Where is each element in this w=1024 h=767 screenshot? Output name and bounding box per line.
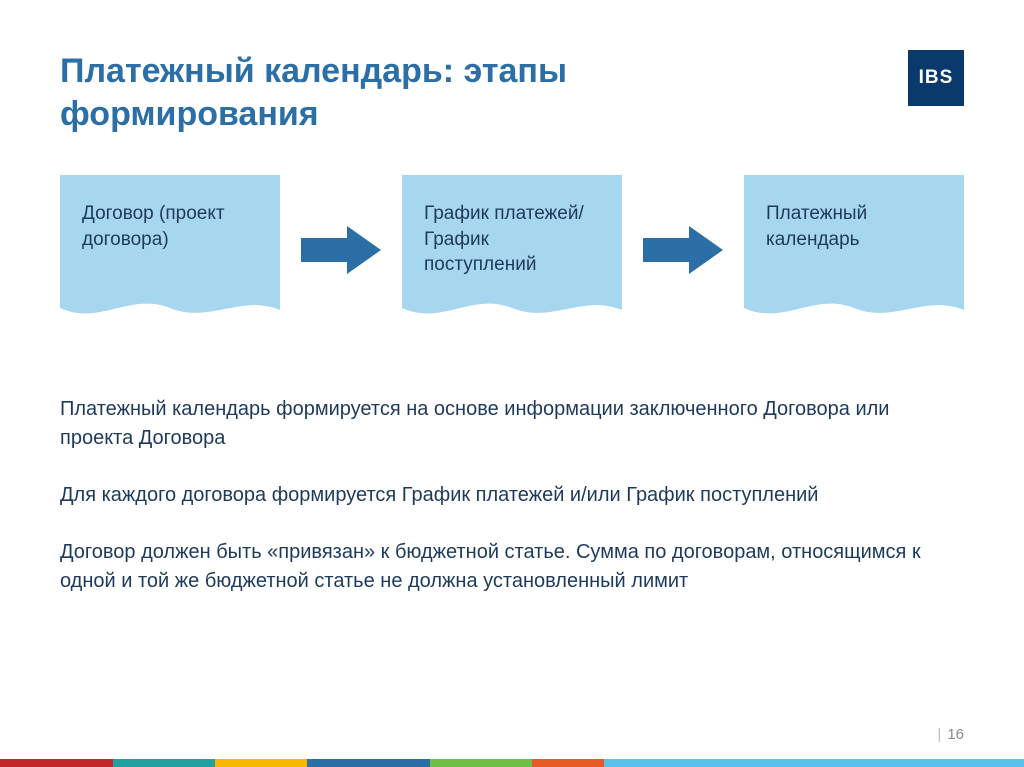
flow-node-3: Платежный календарь (744, 175, 964, 325)
page-number-value: 16 (947, 726, 964, 743)
paragraph: Платежный календарь формируется на основ… (60, 395, 940, 453)
flow-node-label: Платежный календарь (766, 203, 867, 250)
stripe-segment (215, 759, 307, 767)
stripe-segment (113, 759, 215, 767)
flow-arrow-1 (301, 222, 381, 278)
stripe-segment (0, 759, 113, 767)
stripe-segment (604, 759, 1024, 767)
flow-diagram: Договор (проект договора) График платеже… (60, 175, 964, 325)
wave-icon (60, 298, 280, 326)
stripe-segment (430, 759, 532, 767)
slide-title: Платежный календарь: этапы формирования (60, 50, 760, 135)
flow-node-2: График платежей/График поступлений (402, 175, 622, 325)
paragraph: Договор должен быть «привязан» к бюджетн… (60, 538, 940, 596)
paragraph: Для каждого договора формируется График … (60, 481, 940, 510)
arrow-right-icon (643, 222, 723, 278)
footer-stripe (0, 759, 1024, 767)
flow-node-label: График платежей/График поступлений (424, 203, 584, 275)
logo-badge: IBS (908, 50, 964, 106)
wave-icon (402, 298, 622, 326)
page-number: | 16 (937, 726, 964, 743)
logo-text: IBS (919, 67, 954, 89)
flow-arrow-2 (643, 222, 723, 278)
header: Платежный календарь: этапы формирования … (60, 50, 964, 135)
flow-node-1: Договор (проект договора) (60, 175, 280, 325)
page-number-divider: | (937, 726, 941, 743)
stripe-segment (307, 759, 430, 767)
slide: Платежный календарь: этапы формирования … (0, 0, 1024, 767)
body-text: Платежный календарь формируется на основ… (60, 395, 964, 596)
flow-node-label: Договор (проект договора) (82, 203, 225, 250)
stripe-segment (532, 759, 604, 767)
arrow-right-icon (301, 222, 381, 278)
wave-icon (744, 298, 964, 326)
